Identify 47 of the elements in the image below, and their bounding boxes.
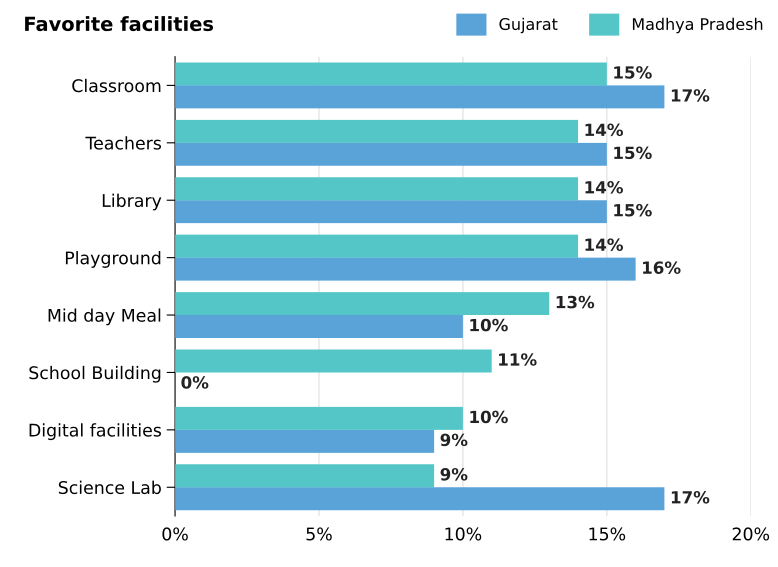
y-tick-label: Playground [66, 251, 160, 268]
bar [175, 349, 492, 372]
legend-label: Madhya Pradesh [632, 18, 762, 34]
data-label: 14% [585, 124, 623, 136]
data-label: 15% [614, 146, 652, 160]
x-tick-label: 0% [162, 527, 188, 541]
bar [175, 487, 664, 510]
data-label: 13% [556, 296, 594, 308]
y-tick-label: Mid day Meal [48, 308, 160, 326]
bar [175, 177, 578, 200]
x-tick-label: 20% [732, 527, 770, 541]
data-label: 9% [440, 468, 468, 481]
bar [175, 464, 434, 488]
data-label: 0% [181, 376, 208, 389]
data-label: 10% [470, 318, 508, 332]
data-label: 17% [672, 89, 710, 102]
data-label: 16% [643, 261, 681, 274]
x-tick-label: 15% [589, 527, 626, 541]
x-tick-label: 5% [306, 527, 332, 541]
bar [175, 315, 463, 338]
bar [175, 430, 434, 453]
bar [175, 258, 636, 281]
y-tick-label: Science Lab [58, 480, 161, 494]
data-label: 15% [614, 66, 652, 79]
bar [175, 234, 578, 258]
y-tick-label: Classroom [72, 78, 160, 92]
data-label: 10% [470, 410, 508, 424]
bar [175, 142, 607, 166]
bar [175, 85, 664, 108]
chart-title: Favorite facilities [25, 16, 214, 32]
y-tick-label: School Building [29, 366, 160, 383]
y-tick-label: Digital facilities [30, 423, 162, 440]
data-label: 14% [585, 180, 623, 194]
data-label: 11% [499, 353, 537, 366]
x-tick-label: 10% [446, 527, 482, 541]
bar [175, 120, 578, 143]
y-tick-label: Library [102, 194, 162, 210]
data-label: 14% [585, 238, 623, 251]
legend-label: Gujarat [499, 18, 558, 34]
y-tick-label: Teachers [85, 136, 162, 150]
bar [175, 406, 463, 430]
data-label: 17% [672, 490, 710, 504]
data-label: 15% [614, 204, 652, 217]
data-label: 9% [440, 434, 468, 446]
bar [175, 62, 607, 86]
bar [175, 200, 607, 224]
bar [175, 292, 550, 316]
